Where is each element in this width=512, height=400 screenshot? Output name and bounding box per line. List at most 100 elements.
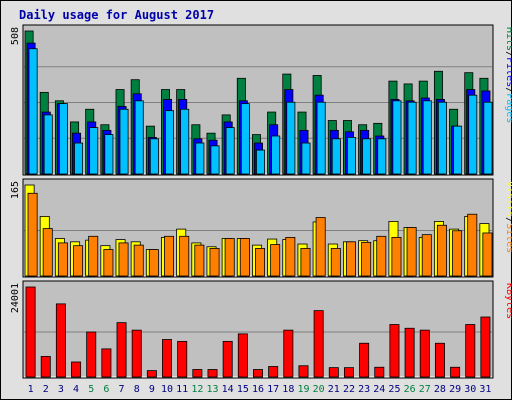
bar-pages-day-25 [392, 100, 402, 175]
bar-pages-day-10 [165, 110, 175, 175]
x-tick-label-29: 29 [449, 384, 461, 395]
x-tick-label-9: 9 [149, 384, 155, 395]
bar-kbytes-day-20 [313, 310, 324, 378]
x-tick-label-18: 18 [282, 384, 294, 395]
x-tick-label-2: 2 [43, 384, 49, 395]
x-tick-label-25: 25 [388, 384, 400, 395]
bar-kbytes-day-1 [25, 286, 36, 378]
bar-sites-day-2 [42, 228, 53, 277]
bar-sites-day-11 [179, 235, 190, 277]
x-tick-label-24: 24 [373, 384, 385, 395]
x-tick-label-14: 14 [222, 384, 234, 395]
bar-kbytes-day-14 [222, 340, 233, 378]
bar-pages-day-16 [256, 149, 265, 175]
bar-pages-day-6 [104, 134, 114, 175]
x-tick-label-1: 1 [28, 384, 34, 395]
bar-kbytes-day-17 [268, 366, 279, 378]
bar-kbytes-day-21 [328, 367, 339, 378]
bar-sites-day-19 [300, 248, 311, 277]
bar-sites-day-24 [376, 235, 387, 277]
bar-kbytes-day-15 [237, 333, 248, 378]
legend-sites_visits: Visits/Sites [504, 181, 512, 253]
bar-sites-day-28 [436, 224, 447, 277]
bar-kbytes-day-23 [359, 342, 370, 378]
bar-kbytes-day-13 [207, 369, 218, 378]
legend-item-kbytes: KBytes [504, 283, 512, 319]
x-tick-label-12: 12 [191, 384, 203, 395]
x-tick-label-23: 23 [358, 384, 370, 395]
x-tick-label-31: 31 [479, 384, 491, 395]
bar-pages-day-2 [43, 114, 53, 175]
bar-pages-day-11 [180, 108, 190, 175]
bar-kbytes-day-4 [71, 361, 82, 378]
bar-pages-day-26 [407, 101, 417, 175]
bar-kbytes-day-7 [116, 322, 127, 378]
bar-kbytes-day-19 [298, 365, 309, 378]
bar-pages-day-7 [119, 108, 129, 175]
bar-pages-day-1 [28, 48, 38, 175]
bar-kbytes-day-29 [450, 366, 461, 378]
bar-pages-day-31 [483, 101, 493, 175]
legend-item-sites: Sites [504, 223, 512, 253]
x-tick-label-16: 16 [252, 384, 264, 395]
bar-kbytes-day-16 [253, 369, 263, 378]
legend-item-files: Files [504, 57, 512, 87]
x-tick-label-26: 26 [404, 384, 416, 395]
bar-kbytes-day-18 [283, 329, 294, 378]
bar-sites-day-6 [103, 249, 114, 277]
bar-sites-day-30 [467, 213, 478, 277]
y-max-label-sites_visits: 165 [10, 181, 21, 199]
bar-pages-day-28 [437, 101, 447, 175]
x-tick-label-17: 17 [267, 384, 279, 395]
bar-kbytes-day-26 [404, 327, 415, 378]
bar-kbytes-day-6 [101, 348, 112, 378]
x-tick-label-19: 19 [297, 384, 309, 395]
bar-pages-day-15 [240, 103, 250, 175]
bar-kbytes-day-12 [192, 369, 203, 378]
x-tick-label-10: 10 [161, 384, 173, 395]
bar-kbytes-day-2 [40, 355, 51, 378]
bar-pages-day-8 [134, 100, 144, 175]
bar-kbytes-day-22 [343, 367, 354, 378]
bar-pages-day-30 [468, 94, 478, 175]
bar-pages-day-5 [89, 127, 99, 175]
bar-kbytes-day-3 [55, 303, 66, 378]
legend-separator: / [504, 87, 512, 93]
bar-sites-day-12 [194, 244, 205, 277]
x-tick-label-15: 15 [237, 384, 249, 395]
bar-sites-day-15 [239, 238, 250, 277]
bar-kbytes-day-31 [480, 316, 491, 378]
y-max-label-hits_files_pages: 508 [10, 27, 21, 45]
bar-sites-day-20 [315, 217, 326, 277]
bar-sites-day-14 [224, 238, 235, 277]
bar-pages-day-20 [316, 101, 326, 175]
legend-item-visits: Visits [504, 181, 512, 217]
legend-separator: / [504, 217, 512, 223]
bar-sites-day-4 [73, 245, 84, 277]
bar-sites-day-22 [345, 241, 356, 277]
bar-pages-day-29 [453, 125, 463, 175]
y-max-label-kbytes: 24001 [10, 283, 21, 313]
x-tick-label-21: 21 [328, 384, 340, 395]
x-tick-label-13: 13 [206, 384, 218, 395]
bar-sites-day-17 [270, 244, 281, 277]
bar-kbytes-day-11 [177, 340, 188, 378]
bar-sites-day-5 [88, 235, 99, 277]
bar-pages-day-17 [271, 135, 281, 175]
legend-separator: / [504, 51, 512, 57]
bar-kbytes-day-5 [86, 331, 97, 378]
legend-item-hits: Hits [504, 27, 512, 51]
bar-sites-day-9 [148, 249, 159, 277]
bar-sites-day-8 [133, 244, 144, 277]
x-tick-label-11: 11 [176, 384, 188, 395]
bar-sites-day-3 [57, 242, 68, 277]
bar-pages-day-12 [195, 142, 205, 175]
bar-pages-day-19 [301, 142, 311, 175]
x-tick-label-28: 28 [434, 384, 446, 395]
bar-sites-day-16 [255, 248, 265, 277]
bar-kbytes-day-28 [434, 342, 445, 378]
legend-hits_files_pages: Hits/Files/Pages [504, 27, 512, 123]
bar-kbytes-day-30 [465, 324, 476, 378]
bar-pages-day-24 [377, 138, 387, 175]
